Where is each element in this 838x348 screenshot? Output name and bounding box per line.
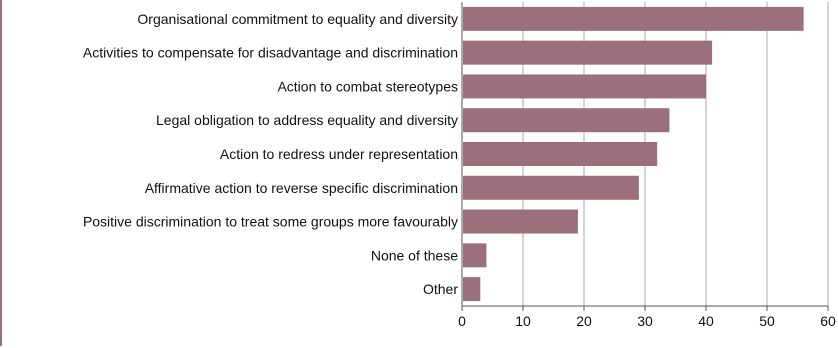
bar: [463, 175, 639, 200]
bars: [463, 6, 804, 302]
bar: [463, 108, 670, 133]
category-label: Action to redress under representation: [220, 146, 458, 162]
category-label: Positive discrimination to treat some gr…: [83, 214, 458, 230]
x-tick-label: 60: [820, 313, 836, 329]
bar: [463, 6, 804, 31]
category-label: Activities to compensate for disadvantag…: [83, 45, 458, 61]
bar: [463, 277, 481, 302]
bar: [463, 40, 713, 65]
category-label: Affirmative action to reverse specific d…: [145, 180, 458, 196]
category-label: None of these: [371, 247, 458, 263]
x-tick-label: 10: [515, 313, 531, 329]
x-tick-label: 50: [759, 313, 775, 329]
category-label: Organisational commitment to equality an…: [137, 11, 458, 27]
bar: [463, 243, 487, 268]
category-label: Other: [423, 281, 458, 297]
x-tick-label: 20: [576, 313, 592, 329]
bar: [463, 142, 658, 166]
category-label: Legal obligation to address equality and…: [156, 112, 458, 128]
bar: [463, 74, 706, 99]
x-axis-ticks: 0 10 20 30 40 50 60: [458, 306, 836, 329]
x-tick-label: 0: [458, 313, 466, 329]
x-tick-label: 40: [698, 313, 714, 329]
bar: [463, 209, 578, 234]
category-label: Action to combat stereotypes: [277, 78, 458, 94]
x-tick-label: 30: [637, 313, 653, 329]
category-labels: Organisational commitment to equality an…: [83, 11, 458, 297]
